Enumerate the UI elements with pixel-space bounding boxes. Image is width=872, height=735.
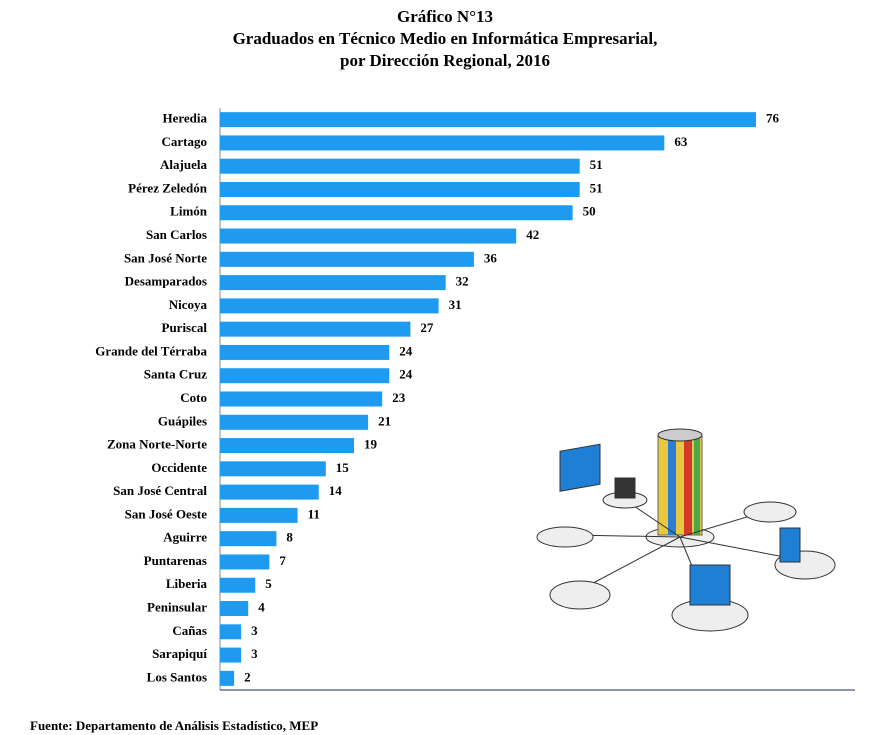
bar bbox=[220, 275, 446, 290]
bar bbox=[220, 554, 269, 569]
bar bbox=[220, 624, 241, 639]
bar bbox=[220, 159, 580, 174]
category-label: Peninsular bbox=[147, 600, 207, 615]
bar bbox=[220, 368, 389, 383]
category-label: Liberia bbox=[166, 576, 208, 591]
bar bbox=[220, 648, 241, 663]
bar bbox=[220, 415, 368, 430]
category-label: Zona Norte-Norte bbox=[107, 437, 207, 452]
value-label: 23 bbox=[392, 390, 406, 405]
bar bbox=[220, 322, 410, 337]
bar bbox=[220, 205, 573, 220]
bar bbox=[220, 508, 298, 523]
value-label: 5 bbox=[265, 576, 272, 591]
category-label: Heredia bbox=[162, 111, 207, 126]
value-label: 42 bbox=[526, 227, 539, 242]
value-label: 21 bbox=[378, 413, 391, 428]
value-label: 63 bbox=[674, 134, 688, 149]
bar bbox=[220, 671, 234, 686]
bar bbox=[220, 461, 326, 476]
value-label: 76 bbox=[766, 111, 780, 126]
bar bbox=[220, 112, 756, 127]
category-label: Alajuela bbox=[160, 157, 207, 172]
category-label: Desamparados bbox=[125, 274, 207, 289]
category-label: San José Oeste bbox=[125, 506, 208, 521]
bar bbox=[220, 392, 382, 407]
category-label: Pérez Zeledón bbox=[128, 180, 208, 195]
value-label: 3 bbox=[251, 646, 258, 661]
value-label: 51 bbox=[590, 157, 603, 172]
category-label: Limón bbox=[170, 204, 208, 219]
value-label: 19 bbox=[364, 437, 378, 452]
category-label: Santa Cruz bbox=[144, 367, 207, 382]
value-label: 31 bbox=[449, 297, 462, 312]
value-label: 32 bbox=[456, 274, 469, 289]
category-label: San José Central bbox=[113, 483, 207, 498]
bar bbox=[220, 531, 276, 546]
value-label: 50 bbox=[583, 204, 596, 219]
category-label: Cañas bbox=[172, 623, 207, 638]
value-label: 24 bbox=[399, 343, 413, 358]
category-label: Nicoya bbox=[169, 297, 208, 312]
bar bbox=[220, 182, 580, 197]
bar bbox=[220, 601, 248, 616]
chart-title: Gráfico N°13 bbox=[397, 7, 493, 26]
value-label: 8 bbox=[286, 530, 293, 545]
value-label: 27 bbox=[420, 320, 434, 335]
category-label: San Carlos bbox=[146, 227, 207, 242]
category-label: Sarapiquí bbox=[152, 646, 207, 661]
value-label: 7 bbox=[279, 553, 286, 568]
bar bbox=[220, 135, 664, 150]
value-label: 4 bbox=[258, 600, 265, 615]
chart-title: por Dirección Regional, 2016 bbox=[340, 51, 550, 70]
category-label: San José Norte bbox=[124, 250, 207, 265]
value-label: 14 bbox=[329, 483, 343, 498]
value-label: 51 bbox=[590, 180, 603, 195]
value-label: 15 bbox=[336, 460, 350, 475]
category-label: Aguirre bbox=[163, 530, 207, 545]
bar bbox=[220, 252, 474, 267]
chart-title: Graduados en Técnico Medio en Informátic… bbox=[233, 29, 658, 48]
category-label: Guápiles bbox=[158, 413, 207, 428]
bar bbox=[220, 229, 516, 244]
bar bbox=[220, 578, 255, 593]
value-label: 2 bbox=[244, 669, 251, 684]
category-label: Cartago bbox=[162, 134, 208, 149]
category-label: Los Santos bbox=[147, 669, 207, 684]
bar bbox=[220, 438, 354, 453]
value-label: 24 bbox=[399, 367, 413, 382]
chart: Fuente: Departamento de Análisis Estadís… bbox=[0, 0, 872, 735]
category-label: Puriscal bbox=[162, 320, 208, 335]
category-label: Grande del Térraba bbox=[95, 343, 207, 358]
category-label: Puntarenas bbox=[144, 553, 207, 568]
bar bbox=[220, 298, 439, 313]
illustration bbox=[537, 429, 835, 631]
category-label: Coto bbox=[180, 390, 207, 405]
value-label: 11 bbox=[308, 506, 320, 521]
value-label: 3 bbox=[251, 623, 258, 638]
bar bbox=[220, 345, 389, 360]
category-label: Occidente bbox=[151, 460, 207, 475]
bar bbox=[220, 485, 319, 500]
value-label: 36 bbox=[484, 250, 498, 265]
source: Fuente: Departamento de Análisis Estadís… bbox=[30, 718, 318, 733]
